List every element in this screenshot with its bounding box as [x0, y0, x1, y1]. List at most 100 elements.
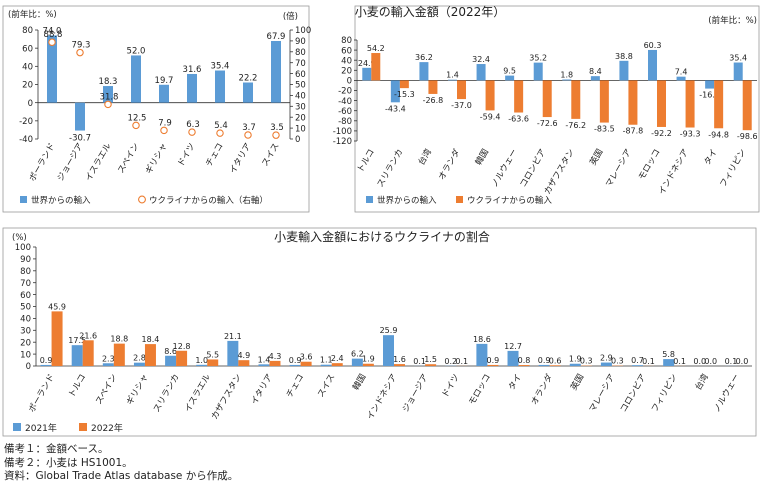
- chart3-bar-label: 0.1: [725, 357, 738, 366]
- chart1-y2-axis-tick-label: 60: [295, 70, 306, 80]
- chart3-bar-label: 18.6: [473, 335, 491, 344]
- chart3-category-label: 韓国: [350, 372, 368, 392]
- chart3-bar-label: 18.4: [142, 335, 160, 344]
- chart2-category-label: スリランカ: [376, 148, 406, 190]
- chart2-category-label: トルコ: [356, 148, 377, 175]
- chart3-y-axis-tick-label: 50: [20, 303, 31, 313]
- chart2-category-label: 英国: [587, 147, 605, 167]
- chart1-marker: [216, 129, 224, 137]
- chart2-y-axis-tick-label: 0: [347, 77, 352, 87]
- chart3-y-axis-tick-label: 90: [20, 255, 31, 265]
- chart1-bar: [103, 86, 113, 103]
- chart1-marker: [76, 48, 84, 57]
- chart2-category-label: タイ: [703, 148, 720, 168]
- chart1-legend-marker: [138, 195, 146, 204]
- chart2-category-label: 韓国: [473, 147, 491, 167]
- chart1-marker-label: 5.4: [214, 121, 228, 131]
- chart3-bar-label: 1.0: [195, 356, 208, 365]
- chart2-bar: [428, 80, 438, 94]
- chart3-bar: [207, 359, 219, 366]
- chart3-bar-label: 6.2: [351, 350, 364, 359]
- chart2-bar-label: -15.3: [394, 90, 415, 99]
- chart2-bar: [362, 67, 372, 81]
- chart1-legend-label: 世界からの輸入: [31, 195, 91, 206]
- chart2-bar: [390, 80, 400, 103]
- chart3-category-label: インドネシア: [365, 373, 399, 422]
- chart2-bar-label: 32.4: [472, 55, 490, 64]
- chart3-category-label: スペイン: [94, 373, 119, 407]
- chart3-bar-label: 21.6: [79, 331, 97, 340]
- chart1-marker-label: 6.3: [186, 120, 200, 130]
- chart3-bar: [487, 364, 499, 366]
- chart3-bar: [632, 365, 644, 366]
- chart2-y-axis-tick-label: 60: [341, 46, 352, 56]
- chart2-legend-swatch-blue: [366, 196, 373, 203]
- chart2-bar-label: -63.6: [508, 115, 529, 124]
- chart1-bar-label: 22.2: [239, 74, 258, 84]
- chart2-bar: [505, 75, 515, 81]
- chart3-bar: [133, 362, 145, 366]
- note-source: 資料：Global Trade Atlas database から作成。: [4, 470, 239, 482]
- chart1-y2-axis-tick-label: 30: [295, 103, 306, 113]
- chart2-bar-label: 7.4: [675, 68, 688, 77]
- chart3-bar: [289, 364, 301, 366]
- chart1-bar: [159, 84, 169, 103]
- chart1-y2-axis-tick-label: 70: [295, 59, 306, 69]
- chart2-bar-label: -98.6: [737, 132, 758, 141]
- chart3-y-axis-tick-label: 60: [20, 291, 31, 301]
- chart3-bar-label: 12.7: [504, 342, 522, 351]
- chart2-bar-label: -92.2: [651, 129, 672, 138]
- chart3-bar-label: 2.9: [600, 354, 613, 363]
- chart1-marker: [272, 131, 280, 139]
- chart1-y2-axis-tick-label: 90: [295, 37, 306, 47]
- chart2-bar-label: -76.2: [565, 121, 586, 130]
- chart3-bar-label: 0.9: [538, 356, 551, 365]
- chart1-bar-label: 74.0: [43, 26, 62, 36]
- chart3-bar: [82, 340, 94, 366]
- chart3-bar: [394, 364, 405, 366]
- chart1-marker: [188, 128, 196, 136]
- chart3-bar-label: 4.9: [237, 351, 250, 360]
- chart3-legend-label: 2022年: [91, 422, 123, 434]
- chart3-bar: [600, 362, 612, 366]
- chart2-bar-label: 38.8: [615, 52, 633, 61]
- chart1-marker: [132, 121, 140, 130]
- chart2-category-label: マレーシア: [604, 148, 634, 190]
- chart3-bar-label: 2.3: [102, 354, 115, 363]
- chart2-bar-label: 54.2: [367, 44, 385, 53]
- chart2-bar: [476, 64, 486, 81]
- chart1-y2-axis-tick-label: 0: [295, 135, 300, 145]
- chart3-category-label: カザフスタン: [210, 373, 244, 422]
- chart3-bar-label: 0.9: [40, 356, 53, 365]
- chart2-y-axis-tick-label: -80: [338, 117, 352, 127]
- chart3-bar-label: 4.3: [269, 352, 282, 361]
- chart2-bar-label: 1.8: [560, 70, 573, 79]
- chart3-bar-label: 1.6: [393, 355, 406, 364]
- chart3-category-label: オランダ: [529, 372, 556, 407]
- chart2-bar-label: 35.2: [529, 54, 547, 63]
- chart3-category-label: ドイツ: [440, 373, 461, 400]
- chart2-bar-label: 36.2: [415, 53, 433, 62]
- chart2-bar: [657, 80, 666, 127]
- chart1-marker: [48, 38, 56, 46]
- chart2-bar-label: 9.5: [503, 67, 516, 76]
- chart2-bar: [457, 80, 466, 100]
- chart3-bar-label: 0.1: [642, 357, 655, 366]
- chart1-bar-label: 19.7: [155, 76, 174, 86]
- chart1-y-axis-tick-label: 80: [22, 26, 33, 36]
- chart2-frame: [354, 5, 760, 213]
- chart1-bar: [243, 82, 253, 103]
- chart2-bar: [628, 80, 638, 125]
- chart1-y-axis-tick-label: 40: [22, 63, 33, 73]
- notes: 備考１：金額ベース。 備考２：小麦は HS1001。 資料：Global Tra…: [4, 443, 238, 484]
- chart3-category-label: ジョージア: [401, 373, 431, 415]
- chart2-category-label: オランダ: [436, 147, 463, 182]
- chart3-bar-label: 0.9: [289, 356, 302, 365]
- chart1-marker-label: 3.7: [242, 123, 256, 133]
- chart2-bar: [533, 62, 543, 81]
- chart1-marker: [104, 100, 112, 109]
- chart2-bar: [685, 80, 695, 128]
- chart1-category-label: ジョージア: [56, 142, 86, 184]
- chart3-bar-label: 0.0: [736, 357, 749, 366]
- chart2-bar-label: -83.5: [594, 125, 615, 134]
